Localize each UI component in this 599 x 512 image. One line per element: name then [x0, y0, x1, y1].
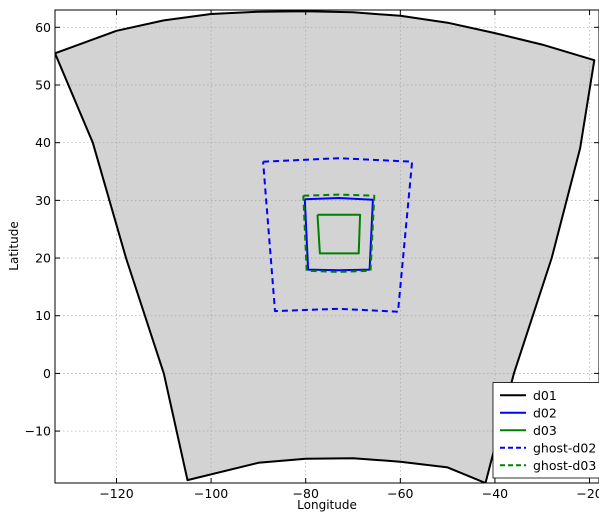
y-tick-label-0: −10: [25, 424, 51, 439]
legend-label-d02: d02: [533, 405, 557, 420]
series-ghost-d03: [302, 193, 376, 273]
x-tick-label-2: −80: [293, 486, 319, 501]
x-axis-label: Longitude: [297, 498, 357, 512]
y-tick-label-4: 30: [35, 193, 51, 208]
y-tick-label-5: 40: [35, 135, 51, 150]
series-d03: [316, 213, 362, 255]
y-tick-label-6: 50: [35, 77, 51, 92]
domain-fill: [55, 11, 595, 483]
legend-label-d01: d01: [533, 388, 557, 403]
x-tick-label-0: −120: [99, 486, 133, 501]
x-tick-label-3: −60: [387, 486, 413, 501]
domain-layer: [55, 11, 595, 483]
y-tick-label-3: 20: [35, 251, 51, 266]
y-axis-label: Latitude: [7, 221, 21, 270]
series-d01: [55, 10, 596, 483]
y-tick-label-2: 10: [35, 308, 51, 323]
x-tick-label-4: −40: [482, 486, 508, 501]
y-tick-label-7: 60: [35, 20, 51, 35]
series-ghost-d02: [262, 157, 414, 313]
y-tick-label-1: 0: [43, 366, 51, 381]
x-tick-label-5: −20: [576, 486, 599, 501]
series-layer: [55, 10, 596, 483]
legend-label-d03: d03: [533, 423, 557, 438]
legend-label-ghost-d03: ghost-d03: [533, 458, 596, 473]
x-tick-label-1: −100: [194, 486, 228, 501]
legend-box: [492, 382, 599, 479]
legend: d01 d02 d03 ghost-d02 ghost-d03: [492, 382, 599, 479]
legend-label-ghost-d02: ghost-d02: [533, 440, 596, 455]
plot-frame: [54, 9, 599, 484]
